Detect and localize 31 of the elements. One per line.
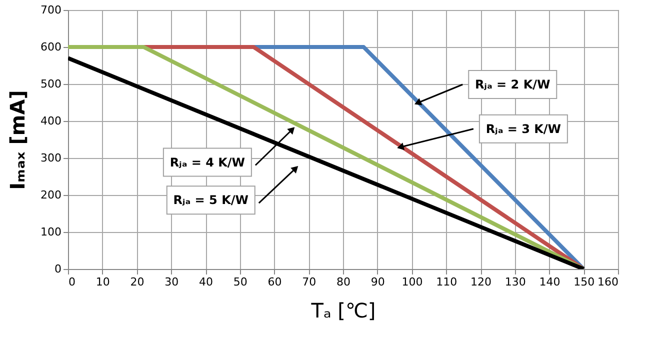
annotation: Rⱼₐ = 3 K/W: [486, 122, 562, 136]
x-tick-label: 160: [598, 276, 618, 288]
x-tick-label: 70: [302, 276, 316, 288]
x-tick-label: 130: [504, 276, 526, 288]
y-tick-label: 600: [40, 40, 62, 54]
y-tick-label: 100: [40, 226, 62, 238]
x-tick-label: 140: [539, 276, 560, 288]
x-tick-label: 0: [68, 276, 76, 288]
y-tick-label: 200: [40, 188, 62, 202]
x-tick-label: 20: [130, 276, 144, 288]
y-tick-label: 500: [40, 78, 62, 90]
x-tick-label: 10: [96, 276, 110, 288]
x-tick-label: 90: [370, 276, 385, 288]
y-tick-label: 700: [40, 4, 62, 16]
x-tick-label: 30: [164, 276, 179, 288]
x-tick-label: 80: [336, 276, 350, 288]
y-tick-label: 0: [54, 262, 62, 276]
x-tick-label: 120: [470, 276, 492, 288]
x-tick-label: 60: [268, 276, 282, 288]
x-tick-label: 150: [574, 276, 595, 288]
x-tick-label: 40: [199, 276, 213, 288]
x-axis-title: Tₐ [℃]: [310, 298, 376, 322]
x-tick-label: 100: [402, 276, 423, 288]
y-tick-label: 300: [40, 152, 62, 164]
y-axis-title: Iₘₐₓ [mA]: [6, 90, 30, 190]
annotation: Rⱼₐ = 5 K/W: [173, 193, 248, 208]
x-tick-label: 110: [436, 276, 458, 288]
annotation: Rⱼₐ = 2 K/W: [475, 78, 550, 92]
x-tick-label: 50: [233, 276, 248, 288]
annotation: Rⱼₐ = 4 K/W: [170, 155, 246, 170]
y-tick-label: 400: [40, 114, 62, 128]
